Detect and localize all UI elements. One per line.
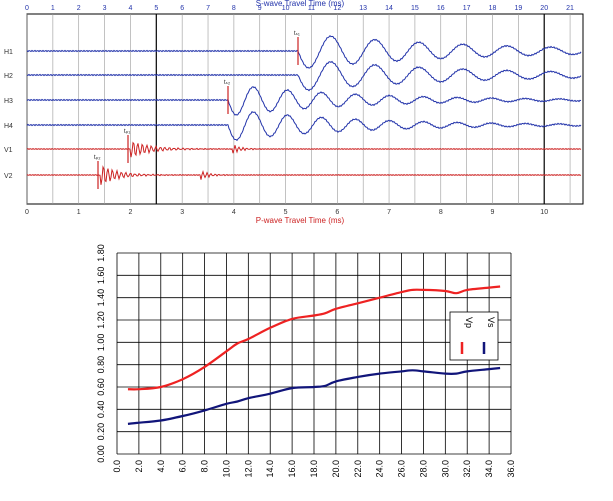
bottom-tick-label: 3 [180, 209, 184, 216]
top-tick-label: 15 [411, 5, 419, 12]
legend-box [449, 311, 499, 361]
trace-label: V2 [4, 173, 13, 180]
bottom-tick-label: 2 [128, 209, 132, 216]
top-tick-label: 0 [25, 5, 29, 12]
x-tick-label: 30.0 [440, 460, 450, 478]
x-tick-label: 36.0 [506, 460, 516, 478]
top-tick-label: 1 [51, 5, 55, 12]
y-tick-label: 0.40 [96, 401, 106, 419]
pick-label: tₚ₂ [94, 155, 101, 161]
top-tick-label: 9 [258, 5, 262, 12]
top-tick-label: 7 [206, 5, 210, 12]
bottom-tick-label: 5 [284, 209, 288, 216]
bottom-tick-label: 0 [25, 209, 29, 216]
bottom-tick-label: 9 [491, 209, 495, 216]
trace-line [26, 60, 582, 92]
x-tick-label: 4.0 [156, 460, 166, 473]
top-tick-label: 11 [308, 5, 315, 12]
x-tick-label: 0.0 [112, 460, 122, 473]
y-tick-label: 1.60 [96, 267, 106, 285]
top-tick-label: 10 [282, 5, 290, 12]
bottom-axis-title: P-wave Travel Time (ms) [256, 216, 345, 225]
bottom-tick-label: 1 [77, 209, 81, 216]
top-tick-label: 18 [489, 5, 497, 12]
legend-label: Vp [464, 317, 474, 328]
trace-label: H1 [4, 49, 13, 56]
trace-line [26, 110, 582, 142]
x-tick-label: 34.0 [484, 460, 494, 478]
bottom-tick-label: 6 [335, 209, 339, 216]
trace-line [26, 141, 582, 158]
top-axis-title: S-wave Travel Time (ms) [256, 0, 345, 8]
top-tick-label: 19 [514, 5, 522, 12]
trace-label: H3 [4, 98, 13, 105]
x-tick-label: 28.0 [418, 460, 428, 478]
x-tick-label: 32.0 [462, 460, 472, 478]
top-tick-label: 17 [463, 5, 471, 12]
top-tick-label: 3 [103, 5, 107, 12]
x-tick-label: 16.0 [287, 460, 297, 478]
x-tick-label: 6.0 [178, 460, 188, 473]
x-tick-label: 22.0 [353, 460, 363, 478]
trace-label: H4 [4, 123, 13, 130]
top-tick-label: 4 [128, 5, 132, 12]
top-tick-label: 2 [77, 5, 81, 12]
x-tick-label: 24.0 [375, 460, 385, 478]
top-tick-label: 8 [232, 5, 236, 12]
y-tick-label: 1.20 [96, 311, 106, 329]
top-tick-label: 13 [359, 5, 367, 12]
top-tick-label: 6 [180, 5, 184, 12]
x-tick-label: 12.0 [243, 460, 253, 478]
x-tick-label: 20.0 [331, 460, 341, 478]
trace-line [26, 165, 582, 185]
top-tick-label: 14 [385, 5, 393, 12]
y-tick-label: 0.60 [96, 378, 106, 396]
y-tick-label: 1.00 [96, 334, 106, 352]
y-tick-label: 0.80 [96, 356, 106, 374]
bottom-tick-label: 10 [540, 209, 548, 216]
series-line-vp [127, 285, 501, 391]
x-tick-label: 18.0 [309, 460, 319, 478]
trace-line [26, 86, 582, 116]
seismogram-panel: 0 1 2 3 4 5 6 7 8 9 10 11 12 13 14 15 16 17 18 19 20 210 1 2 3 4 5… [4, 0, 584, 225]
pick-label: tₛ₂ [224, 80, 231, 86]
top-tick-label: 12 [333, 5, 341, 12]
series-line-vs [127, 366, 501, 425]
top-tick-label: 5 [154, 5, 158, 12]
x-tick-label: 2.0 [134, 460, 144, 473]
x-tick-label: 8.0 [200, 460, 210, 473]
x-tick-label: 26.0 [397, 460, 407, 478]
legend-label: Vs [486, 317, 496, 328]
top-tick-label: 21 [566, 5, 574, 12]
x-tick-label: 10.0 [221, 460, 231, 478]
trace-line [26, 34, 582, 69]
pick-label: tₚ₁ [124, 129, 130, 135]
y-tick-label: 1.40 [96, 289, 106, 307]
bottom-tick-label: 4 [232, 209, 236, 216]
bottom-tick-label: 8 [439, 209, 443, 216]
trace-label: V1 [4, 147, 13, 154]
y-tick-label: 1.80 [96, 244, 106, 262]
top-tick-label: 20 [540, 5, 548, 12]
x-tick-label: 14.0 [265, 460, 275, 478]
y-tick-label: 0.00 [96, 445, 106, 463]
pick-label: tₛ₁ [294, 31, 300, 37]
top-tick-label: 16 [437, 5, 445, 12]
bottom-tick-label: 7 [387, 209, 391, 216]
trace-label: H2 [4, 73, 13, 80]
y-tick-label: 0.20 [96, 423, 106, 441]
